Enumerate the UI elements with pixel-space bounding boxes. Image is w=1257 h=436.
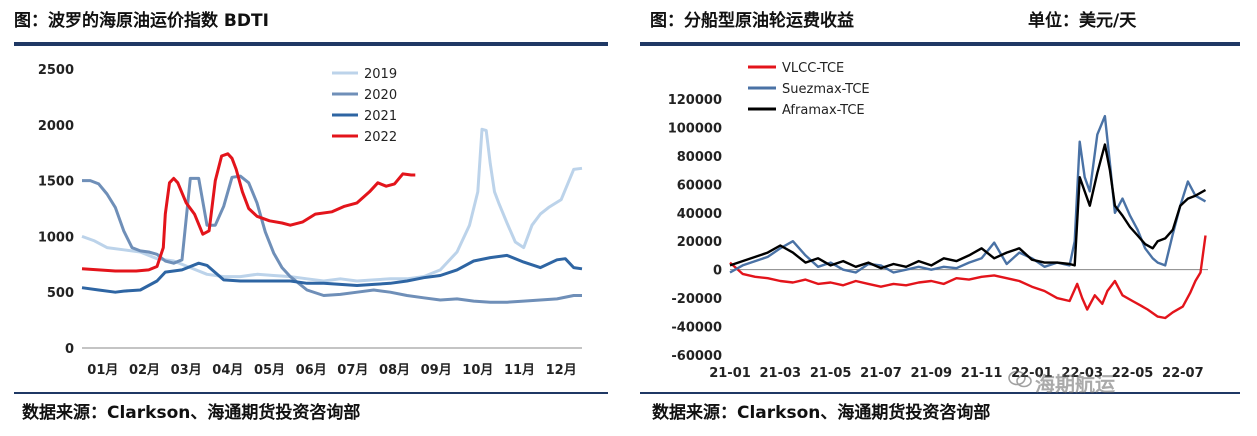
y-tick-label: 120000 xyxy=(668,93,722,108)
x-tick-label: 22-01 xyxy=(1011,366,1053,381)
legend-label: Suezmax-TCE xyxy=(782,82,870,97)
y-tick-label: 1500 xyxy=(38,175,74,190)
y-tick-label: 2500 xyxy=(38,63,74,78)
x-tick-label: 21-03 xyxy=(760,366,802,381)
right-source-rule xyxy=(640,392,1240,394)
x-tick-label: 11月 xyxy=(504,363,535,378)
legend-label: Aframax-TCE xyxy=(782,103,865,118)
legend-label: 2022 xyxy=(364,130,397,145)
x-tick-label: 01月 xyxy=(87,363,118,378)
x-tick-label: 03月 xyxy=(171,363,202,378)
left-chart-panel: 图：波罗的海原油运价指数 BDTI 0 500 1000 1500 2000 2500 01… xyxy=(0,0,618,436)
x-tick-label: 05月 xyxy=(254,363,285,378)
left-source-note: 数据来源：Clarkson、海通期货投资咨询部 xyxy=(22,403,361,423)
y-tick-label: 500 xyxy=(47,286,74,301)
right-chart-panel: 图：分船型原油轮运费收益 单位：美元/天 -60000 -40000 -20000 0… xyxy=(630,0,1257,436)
left-source-rule xyxy=(14,392,608,394)
x-tick-label: 22-05 xyxy=(1112,366,1154,381)
y-tick-label: 2000 xyxy=(38,119,74,134)
x-tick-label: 10月 xyxy=(462,363,493,378)
x-tick-label: 08月 xyxy=(379,363,410,378)
x-tick-label: 22-03 xyxy=(1061,366,1103,381)
x-tick-label: 22-07 xyxy=(1162,366,1204,381)
x-tick-label: 21-05 xyxy=(810,366,852,381)
series-line-2021 xyxy=(81,253,583,294)
y-tick-label: 100000 xyxy=(668,121,722,136)
y-tick-label: 40000 xyxy=(677,207,722,222)
legend-label: 2019 xyxy=(364,67,397,82)
y-tick-label: -20000 xyxy=(671,292,722,307)
wechat-icon xyxy=(1008,370,1032,388)
bdti-line-chart: 0 500 1000 1500 2000 2500 01月 02月 03月 04月 05月 06月 07… xyxy=(38,63,583,378)
y-tick-label: -40000 xyxy=(671,321,722,336)
y-tick-label: 1000 xyxy=(38,230,74,245)
y-tick-label: 0 xyxy=(713,264,722,279)
watermark-text: 海期航运 xyxy=(1035,372,1115,396)
right-title-rule xyxy=(640,42,1240,46)
x-tick-label: 07月 xyxy=(337,363,368,378)
legend-label: 2021 xyxy=(364,109,397,124)
series-line-2022 xyxy=(81,152,416,273)
x-tick-label: 21-01 xyxy=(709,366,751,381)
x-tick-label: 21-09 xyxy=(910,366,952,381)
y-tick-label: 60000 xyxy=(677,178,722,193)
legend-label: VLCC-TCE xyxy=(782,61,844,76)
x-tick-label: 21-11 xyxy=(961,366,1003,381)
right-source-note: 数据来源：Clarkson、海通期货投资咨询部 xyxy=(652,403,991,423)
y-tick-label: 20000 xyxy=(677,235,722,250)
legend-label: 2020 xyxy=(364,88,397,103)
y-tick-label: -60000 xyxy=(671,349,722,364)
y-tick-label: 80000 xyxy=(677,150,722,165)
series-line-2019 xyxy=(81,127,583,283)
series-line-vlcc-tce xyxy=(729,235,1207,320)
y-tick-label: 0 xyxy=(65,342,74,357)
x-tick-label: 04月 xyxy=(212,363,243,378)
left-title-rule xyxy=(14,42,608,46)
x-tick-label: 06月 xyxy=(296,363,327,378)
right-unit-label: 单位：美元/天 xyxy=(1028,11,1137,31)
x-tick-label: 12月 xyxy=(546,363,577,378)
series-line-aframax-tce xyxy=(729,143,1207,270)
tce-line-chart: -60000 -40000 -20000 0 20000 40000 60000 80000 1… xyxy=(668,61,1208,381)
x-tick-label: 09月 xyxy=(421,363,452,378)
x-tick-label: 21-07 xyxy=(860,366,902,381)
left-chart-title: 图：波罗的海原油运价指数 BDTI xyxy=(14,11,269,31)
x-tick-label: 02月 xyxy=(129,363,160,378)
series-line-suezmax-tce xyxy=(729,114,1207,274)
right-chart-title: 图：分船型原油轮运费收益 xyxy=(650,11,854,31)
